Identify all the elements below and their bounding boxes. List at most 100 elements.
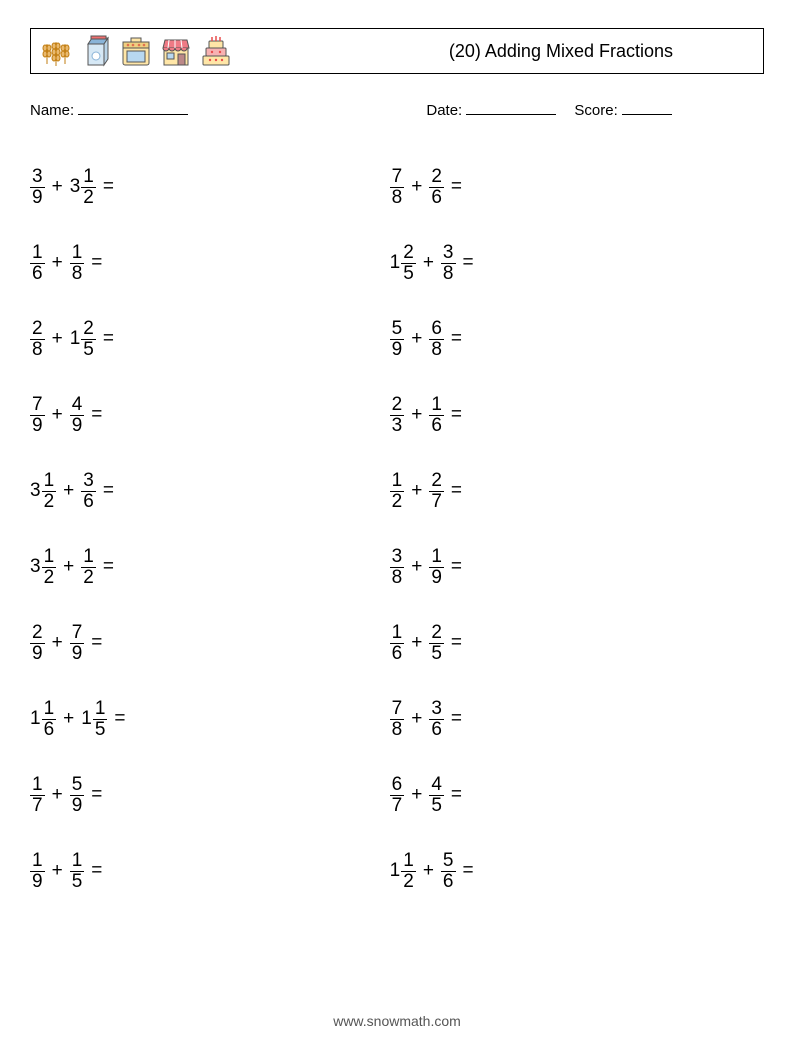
fraction: 38 <box>441 243 456 284</box>
numerator: 7 <box>390 167 405 187</box>
fraction: 59 <box>70 775 85 816</box>
equals-sign: = <box>103 328 114 350</box>
expression: 125+38= <box>390 243 474 284</box>
header: (20) Adding Mixed Fractions <box>30 28 764 74</box>
denominator: 8 <box>441 264 456 284</box>
fraction: 45 <box>429 775 444 816</box>
plus-sign: + <box>63 556 74 578</box>
expression: 112+56= <box>390 851 474 892</box>
denominator: 6 <box>81 492 96 512</box>
denominator: 2 <box>42 492 57 512</box>
numerator: 5 <box>70 775 85 795</box>
numerator: 1 <box>81 167 96 187</box>
denominator: 7 <box>429 492 444 512</box>
fraction: 25 <box>429 623 444 664</box>
numerator: 1 <box>42 471 57 491</box>
plus-sign: + <box>411 708 422 730</box>
plus-sign: + <box>423 860 434 882</box>
plus-sign: + <box>52 784 63 806</box>
plus-sign: + <box>52 176 63 198</box>
denominator: 5 <box>429 796 444 816</box>
expression: 16+25= <box>390 623 462 664</box>
denominator: 9 <box>30 188 45 208</box>
numerator: 2 <box>401 243 416 263</box>
numerator: 5 <box>390 319 405 339</box>
numerator: 4 <box>429 775 444 795</box>
plus-sign: + <box>52 404 63 426</box>
problem: 12 +27 = <box>390 453 750 529</box>
date-blank[interactable] <box>466 100 556 115</box>
numerator: 2 <box>390 395 405 415</box>
numerator: 1 <box>70 851 85 871</box>
expression: 12 +27 = <box>390 471 462 512</box>
fraction: 49 <box>70 395 85 436</box>
denominator: 9 <box>390 340 405 360</box>
problems-col-right: 78+26=125+38=59+68=23+16=12+27=38+19=16+… <box>390 149 750 909</box>
numerator: 1 <box>30 775 45 795</box>
fraction: 67 <box>390 775 405 816</box>
problem: 125+38= <box>390 225 750 301</box>
numerator: 7 <box>30 395 45 415</box>
denominator: 6 <box>429 720 444 740</box>
equals-sign: = <box>451 556 462 578</box>
equals-sign: = <box>91 404 102 426</box>
score-blank[interactable] <box>622 100 672 115</box>
plus-sign: + <box>52 860 63 882</box>
expression: 59+68= <box>390 319 462 360</box>
fraction: 16 <box>42 699 57 740</box>
denominator: 5 <box>401 264 416 284</box>
denominator: 2 <box>390 492 405 512</box>
numerator: 2 <box>30 623 45 643</box>
problem: 116+115= <box>30 681 390 757</box>
denominator: 9 <box>70 644 85 664</box>
fraction: 56 <box>441 851 456 892</box>
fraction: 79 <box>30 395 45 436</box>
date-label: Date: <box>426 102 462 119</box>
equals-sign: = <box>451 708 462 730</box>
problems-col-left: 39+312=16+18=28+125=79+49=312+36=312+12=… <box>30 149 390 909</box>
numerator: 1 <box>70 243 85 263</box>
whole-part: 1 <box>81 708 92 730</box>
equals-sign: = <box>463 252 474 274</box>
fraction: 36 <box>429 699 444 740</box>
fraction: 12 <box>42 471 57 512</box>
fraction: 27 <box>429 471 444 512</box>
expression: 23+16= <box>390 395 462 436</box>
problem: 23+16= <box>390 377 750 453</box>
denominator: 2 <box>42 568 57 588</box>
denominator: 6 <box>429 188 444 208</box>
denominator: 8 <box>429 340 444 360</box>
denominator: 2 <box>81 188 96 208</box>
whole-part: 1 <box>390 252 401 274</box>
denominator: 9 <box>30 872 45 892</box>
equals-sign: = <box>103 556 114 578</box>
plus-sign: + <box>411 480 422 502</box>
problem: 312+12= <box>30 529 390 605</box>
name-blank[interactable] <box>78 100 188 115</box>
expression: 67 +45 = <box>390 775 462 816</box>
denominator: 5 <box>70 872 85 892</box>
denominator: 9 <box>30 644 45 664</box>
denominator: 7 <box>390 796 405 816</box>
plus-sign: + <box>411 556 422 578</box>
plus-sign: + <box>411 784 422 806</box>
score-label: Score: <box>574 102 617 119</box>
equals-sign: = <box>451 176 462 198</box>
whole-part: 1 <box>70 328 81 350</box>
whole-part: 3 <box>30 556 41 578</box>
denominator: 6 <box>441 872 456 892</box>
numerator: 1 <box>390 471 405 491</box>
fraction: 26 <box>429 167 444 208</box>
equals-sign: = <box>91 632 102 654</box>
fraction: 29 <box>30 623 45 664</box>
denominator: 6 <box>42 720 57 740</box>
equals-sign: = <box>451 784 462 806</box>
footer-link[interactable]: www.snowmath.com <box>0 1013 794 1029</box>
cake-icon <box>199 34 233 68</box>
denominator: 8 <box>390 188 405 208</box>
denominator: 2 <box>81 568 96 588</box>
equals-sign: = <box>451 480 462 502</box>
plus-sign: + <box>411 176 422 198</box>
expression: 312+36= <box>30 471 114 512</box>
fraction: 12 <box>81 167 96 208</box>
